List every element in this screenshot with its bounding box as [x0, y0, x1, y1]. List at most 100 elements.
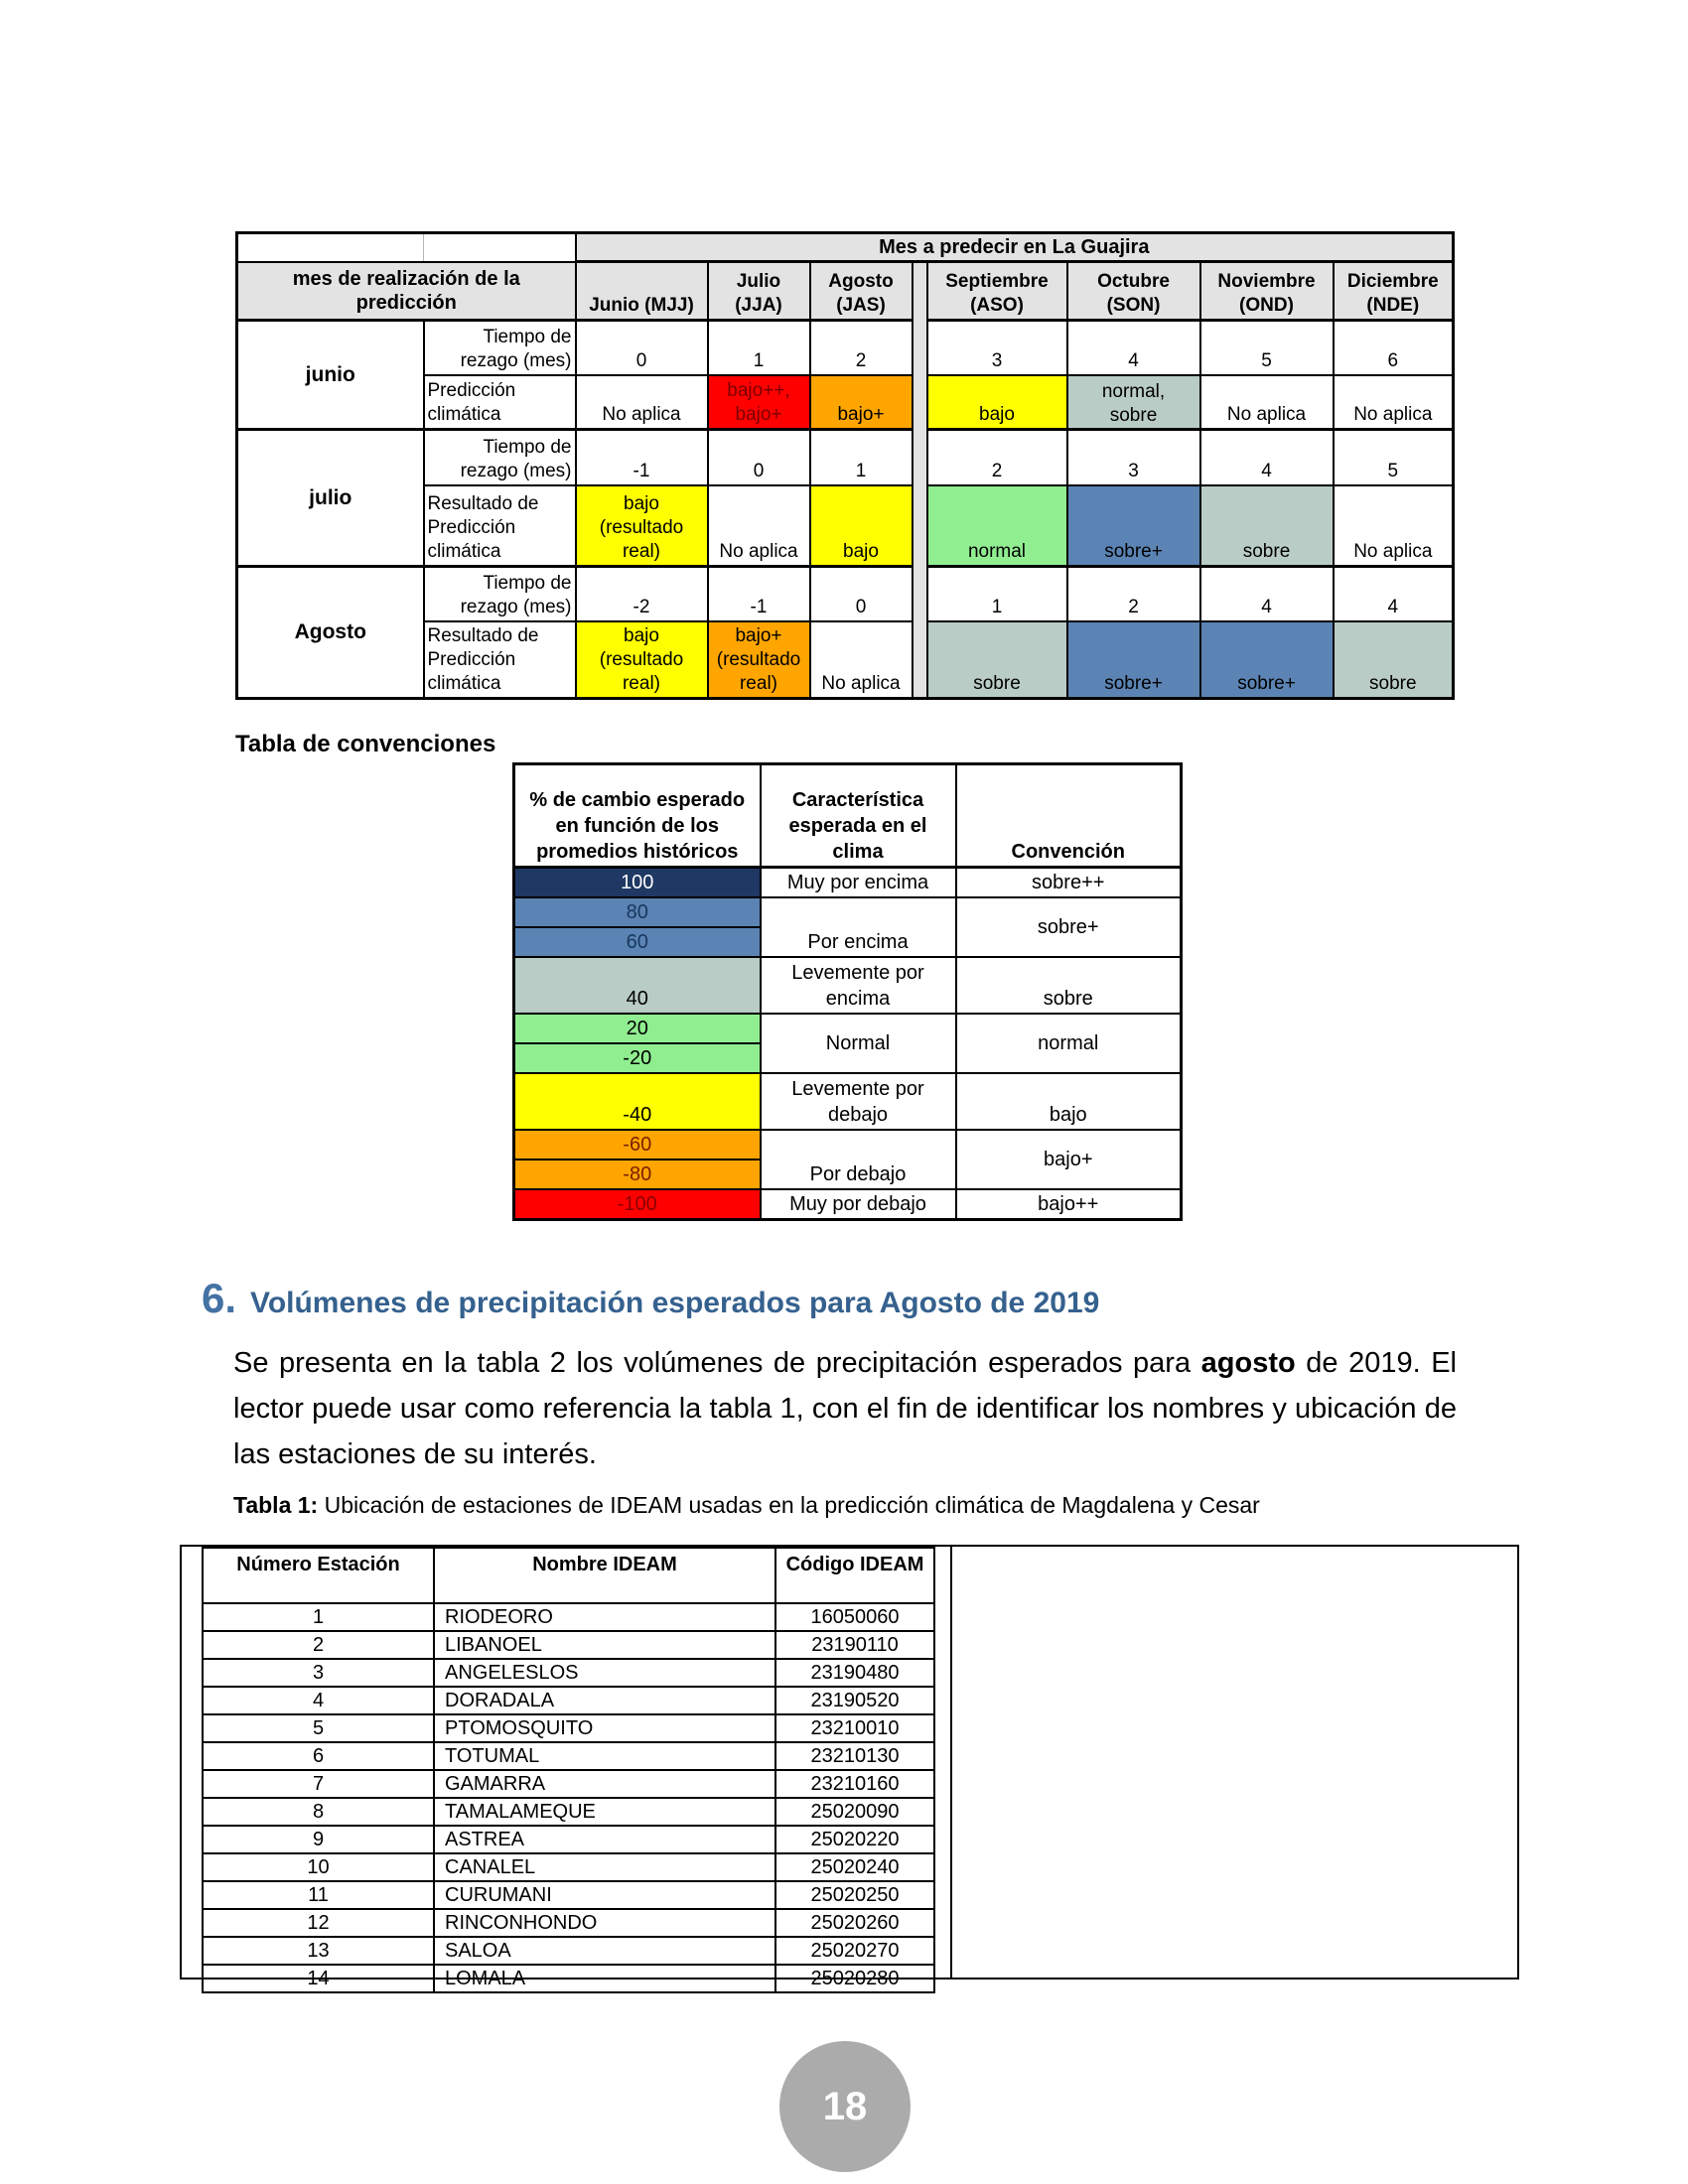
legend-row: -20: [512, 1042, 1182, 1074]
lag-row-julio: julio Tiempo de rezago (mes) -1 0 1 2 3 …: [235, 428, 1455, 568]
characteristic-cell: Levemente por debajo: [759, 1072, 957, 1131]
percent-cell: 40: [512, 956, 762, 1015]
lag-row-label: Tiempo de rezago (mes): [422, 428, 577, 486]
lag-cell: 2: [808, 319, 914, 376]
station-number-cell: 13: [202, 1936, 435, 1966]
group-month-label: julio: [235, 428, 425, 568]
result-cell: sobre+: [1065, 483, 1201, 568]
group-month-label: Agosto: [235, 565, 425, 700]
legend-row: -80: [512, 1159, 1182, 1190]
station-name-cell: LIBANOEL: [433, 1630, 776, 1660]
station-code-cell: 23190520: [774, 1686, 935, 1715]
stations-col-header: Código IDEAM: [774, 1547, 935, 1604]
station-name-cell: ANGELESLOS: [433, 1658, 776, 1688]
result-row-label: Predicción climática: [422, 373, 577, 431]
percent-cell: -100: [512, 1188, 762, 1221]
blank-cell: [423, 232, 576, 262]
station-number-cell: 2: [202, 1630, 435, 1660]
station-code-cell: 25020260: [774, 1908, 935, 1938]
result-row-julio: Resultado de Predicción climática bajo (…: [237, 483, 1455, 568]
characteristic-cell: Normal: [759, 1013, 957, 1074]
result-cell: No aplica: [574, 373, 709, 431]
stations-table: Número Estación Nombre IDEAM Código IDEA…: [202, 1547, 935, 1993]
section-number: 6.: [202, 1275, 237, 1321]
stations-outer-box: Número Estación Nombre IDEAM Código IDEA…: [180, 1545, 1519, 1993]
characteristic-cell: Muy por debajo: [759, 1188, 957, 1221]
legend-row: 60: [512, 926, 1182, 958]
station-code-cell: 16050060: [774, 1602, 935, 1632]
convention-cell: sobre: [954, 956, 1183, 1015]
section-title: Volúmenes de precipitación esperados par…: [250, 1287, 1100, 1319]
legend-row: 100 Muy por encima sobre++: [512, 866, 1183, 898]
lag-cell: 2: [925, 428, 1068, 486]
result-cell: bajo (resultado real): [574, 483, 709, 568]
legend-row: -40 Levemente por debajo bajo: [512, 1072, 1183, 1131]
result-cell: No aplica: [1332, 373, 1455, 431]
station-row: 7 GAMARRA 23210160: [202, 1769, 935, 1799]
station-number-cell: 10: [202, 1852, 435, 1882]
lag-cell: 6: [1332, 319, 1455, 376]
station-code-cell: 23210160: [774, 1769, 935, 1799]
station-number-cell: 5: [202, 1713, 435, 1743]
month-col-header: Noviembre (OND): [1198, 260, 1335, 322]
result-cell: normal: [925, 483, 1068, 568]
lag-row-junio: junio Tiempo de rezago (mes) 0 1 2 3 4 5…: [235, 319, 1455, 431]
lag-cell: 4: [1065, 319, 1201, 376]
blank-cell: [236, 232, 424, 262]
paragraph-text: Se presenta en la tabla 2 los volúmenes …: [233, 1347, 1201, 1379]
percent-cell: 80: [512, 896, 762, 928]
convention-cell: sobre++: [954, 866, 1183, 898]
station-number-cell: 1: [202, 1602, 435, 1632]
lag-cell: 0: [574, 319, 709, 376]
result-cell: bajo: [808, 483, 914, 568]
station-row: 3 ANGELESLOS 23190480: [202, 1658, 935, 1688]
convention-cell: bajo++: [954, 1188, 1183, 1221]
result-cell: sobre: [925, 619, 1068, 700]
convention-cell: bajo: [954, 1072, 1183, 1131]
station-code-cell: 25020240: [774, 1852, 935, 1882]
page-number-badge: 18: [779, 2041, 911, 2172]
station-row: 4 DORADALA 23190520: [202, 1686, 935, 1715]
lag-cell: -2: [574, 565, 709, 622]
percent-cell: 20: [512, 1013, 762, 1044]
lag-cell: 2: [1065, 565, 1201, 622]
lag-row-label: Tiempo de rezago (mes): [422, 319, 577, 376]
result-cell: sobre+: [1198, 619, 1335, 700]
result-row-label: Resultado de Predicción climática: [422, 483, 577, 568]
legend-row: -60 Por debajo bajo+: [512, 1129, 1183, 1190]
station-number-cell: 9: [202, 1825, 435, 1854]
station-row: 10 CANALEL 25020240: [202, 1852, 935, 1882]
station-code-cell: 23210130: [774, 1741, 935, 1771]
station-code-cell: 25020280: [774, 1964, 935, 1993]
station-row: 6 TOTUMAL 23210130: [202, 1741, 935, 1771]
station-row: 9 ASTREA 25020220: [202, 1825, 935, 1854]
station-name-cell: ASTREA: [433, 1825, 776, 1854]
station-name-cell: LOMALA: [433, 1964, 776, 1993]
lag-cell: 0: [808, 565, 914, 622]
station-name-cell: CURUMANI: [433, 1880, 776, 1910]
result-cell: No aplica: [706, 483, 811, 568]
station-row: 14 LOMALA 25020280: [202, 1964, 935, 1993]
station-name-cell: DORADALA: [433, 1686, 776, 1715]
legend-title: Tabla de convenciones: [235, 731, 496, 757]
station-number-cell: 7: [202, 1769, 435, 1799]
station-number-cell: 6: [202, 1741, 435, 1771]
percent-cell: -40: [512, 1072, 762, 1131]
station-name-cell: RINCONHONDO: [433, 1908, 776, 1938]
lag-cell: -1: [706, 565, 811, 622]
legend-row: -100 Muy por debajo bajo++: [512, 1188, 1183, 1221]
station-name-cell: GAMARRA: [433, 1769, 776, 1799]
result-cell: bajo+ (resultado real): [706, 619, 811, 700]
lag-cell: 4: [1332, 565, 1455, 622]
station-code-cell: 25020220: [774, 1825, 935, 1854]
characteristic-cell: Por encima: [759, 896, 957, 958]
stations-col-header: Número Estación: [202, 1547, 435, 1604]
page-number: 18: [822, 2084, 868, 2128]
result-cell: sobre: [1198, 483, 1335, 568]
column-divider: [911, 260, 928, 700]
caption-label: Tabla 1:: [233, 1492, 319, 1518]
legend-col-header: % de cambio esperado en función de los p…: [512, 762, 762, 869]
legend-table: % de cambio esperado en función de los p…: [512, 762, 1183, 1221]
result-cell: No aplica: [1198, 373, 1335, 431]
